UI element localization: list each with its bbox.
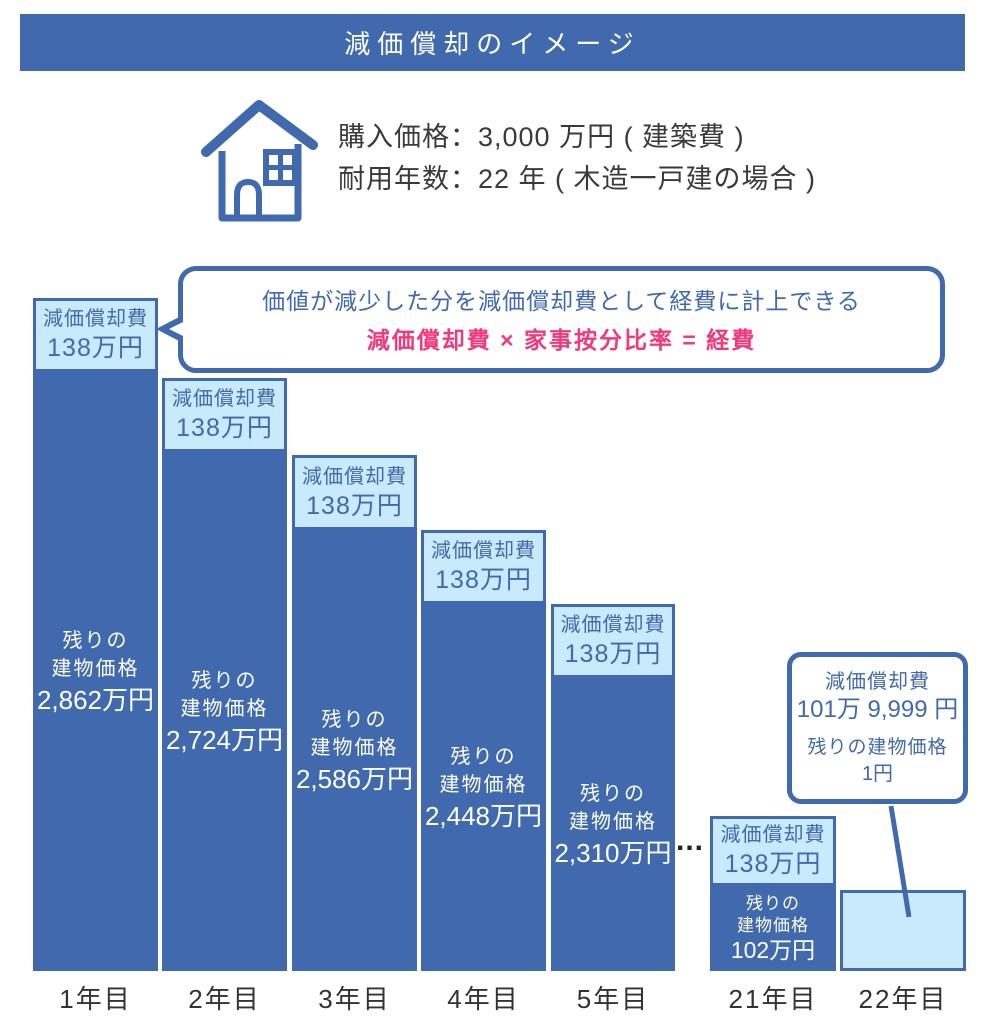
remaining-label-line2: 建物価格: [737, 916, 809, 935]
remaining-value-text: 残りの建物価格 2,724万円: [166, 667, 283, 757]
axis-break-ellipsis: ...: [676, 824, 705, 857]
useful-life-line: 耐用年数：22 年 ( 木造一戸建の場合 ): [338, 164, 817, 194]
depreciation-label: 減価償却費: [302, 465, 407, 488]
year-label: 3年目: [318, 984, 391, 1014]
final-remaining-value: 1円: [861, 763, 894, 785]
remaining-value-text: 残りの建物価格 102万円: [731, 893, 815, 964]
depreciation-label: 減価償却費: [720, 824, 826, 846]
year-label: 21年目: [728, 984, 818, 1014]
remaining-value-bar: 残りの建物価格 2,448万円: [421, 604, 546, 971]
final-depreciation-label: 減価償却費: [825, 671, 930, 693]
depreciation-box: 減価償却費 138万円: [162, 378, 287, 452]
remaining-value-bar: 残りの建物価格 2,862万円: [33, 372, 158, 971]
callout-tail-inner-icon: [169, 320, 187, 338]
depreciation-box: 減価償却費 138万円: [551, 604, 675, 678]
depreciation-label: 減価償却費: [560, 614, 666, 636]
depreciation-box: 減価償却費 138万円: [710, 816, 836, 886]
remaining-label-line2: 建物価格: [310, 736, 399, 759]
depreciation-label: 減価償却費: [172, 388, 277, 410]
depreciation-label: 減価償却費: [431, 540, 536, 562]
remaining-value: 102万円: [730, 937, 816, 963]
remaining-value-bar: 残りの建物価格 102万円: [710, 886, 836, 971]
year-label: 22年目: [858, 984, 948, 1014]
remaining-value-bar: 残りの建物価格 2,310万円: [551, 678, 675, 971]
depreciation-value: 138万円: [724, 850, 822, 878]
remaining-label-line2: 建物価格: [51, 657, 140, 680]
remaining-label-line1: 残りの: [746, 894, 800, 913]
remaining-label-line2: 建物価格: [180, 697, 269, 720]
year-label: 5年目: [576, 984, 650, 1014]
depreciation-value: 138万円: [564, 640, 662, 668]
remaining-label-line1: 残りの: [62, 629, 129, 652]
remaining-label-line1: 残りの: [321, 708, 388, 731]
depreciation-value: 138万円: [306, 491, 403, 520]
page-title: 減価償却のイメージ: [344, 29, 641, 59]
remaining-value: 2,724万円: [165, 724, 284, 755]
remaining-value-text: 残りの建物価格 2,862万円: [37, 627, 154, 717]
depreciation-value: 138万円: [176, 414, 273, 442]
final-depreciation-value: 101万 9,999 円: [796, 696, 959, 723]
depreciation-value: 138万円: [435, 566, 532, 594]
remaining-value-bar: 残りの建物価格 2,586万円: [292, 530, 417, 971]
remaining-label-line1: 残りの: [579, 782, 646, 805]
remaining-label-line2: 建物価格: [568, 810, 657, 833]
remaining-value: 2,586万円: [295, 763, 414, 794]
explanation-callout: 価値が減少した分を減価償却費として経費に計上できる 減価償却費 × 家事按分比率…: [156, 266, 945, 373]
year-label: 4年目: [447, 984, 520, 1014]
remaining-value: 2,310万円: [554, 837, 672, 868]
remaining-value-text: 残りの建物価格 2,586万円: [296, 706, 413, 796]
remaining-label-line1: 残りの: [191, 669, 258, 692]
depreciation-box: 減価償却費 138万円: [292, 455, 417, 530]
depreciation-box: 減価償却費 138万円: [33, 298, 158, 372]
final-year-callout: 減価償却費 101万 9,999 円 残りの建物価格 1円: [787, 652, 968, 804]
depreciation-box: [840, 890, 966, 971]
house-icon: [201, 100, 318, 222]
remaining-label-line1: 残りの: [450, 745, 517, 768]
page-title-bar: 減価償却のイメージ: [20, 14, 965, 71]
remaining-value: 2,448万円: [424, 800, 543, 831]
year-label: 1年目: [59, 984, 132, 1014]
purchase-price-line: 購入価格：3,000 万円 ( 建築費 ): [338, 122, 745, 152]
remaining-value-bar: 残りの建物価格 2,724万円: [162, 452, 287, 971]
depreciation-value: 138万円: [47, 334, 144, 362]
depreciation-box: 減価償却費 138万円: [421, 530, 546, 604]
purchase-info: 購入価格：3,000 万円 ( 建築費 ) 耐用年数：22 年 ( 木造一戸建の…: [338, 116, 816, 200]
year-label: 2年目: [188, 984, 261, 1014]
remaining-value-text: 残りの建物価格 2,310万円: [554, 780, 671, 870]
callout-formula: 減価償却費 × 家事按分比率 = 経費: [366, 327, 757, 353]
remaining-value: 2,862万円: [36, 684, 155, 715]
remaining-label-line2: 建物価格: [439, 773, 528, 796]
remaining-value-text: 残りの建物価格 2,448万円: [425, 743, 542, 833]
callout-text: 価値が減少した分を減価償却費として経費に計上できる: [262, 288, 861, 314]
depreciation-label: 減価償却費: [43, 308, 148, 330]
final-remaining-label: 残りの建物価格: [807, 737, 948, 758]
